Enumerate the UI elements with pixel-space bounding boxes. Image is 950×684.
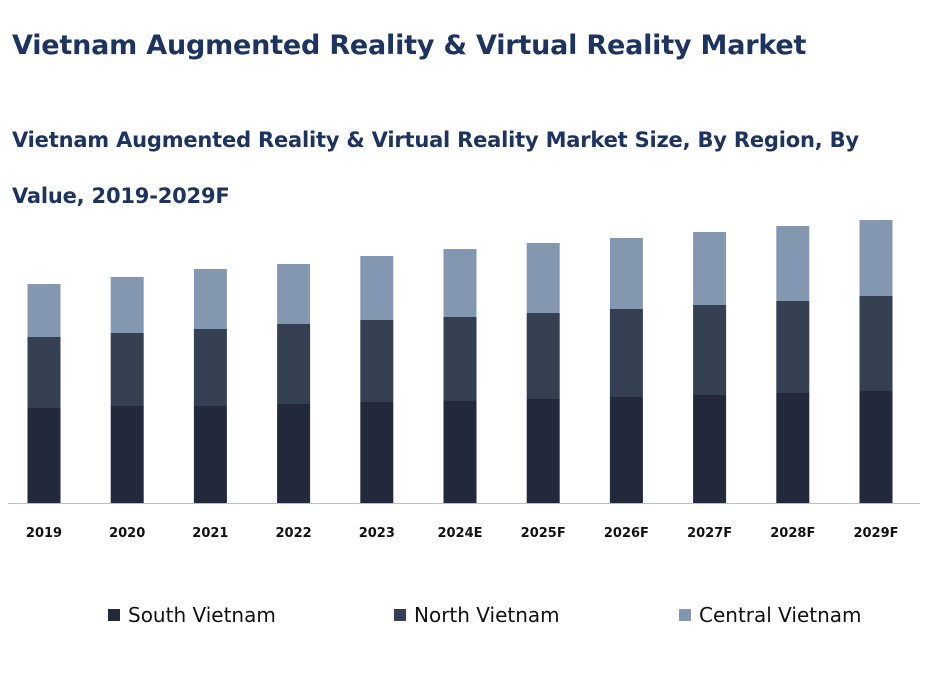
x-tick-label-2027f: 2027F — [687, 526, 732, 541]
legend-item-south-vietnam: South Vietnam — [108, 603, 276, 627]
bar-central-vietnam-2022 — [277, 264, 311, 324]
page-title: Vietnam Augmented Reality & Virtual Real… — [12, 30, 807, 61]
bar-south-vietnam-2022 — [277, 404, 311, 503]
bar-north-vietnam-2028f — [776, 301, 810, 393]
bar-north-vietnam-2024e — [443, 317, 477, 401]
legend-label-central-vietnam: Central Vietnam — [699, 603, 862, 627]
bar-north-vietnam-2023 — [360, 320, 394, 402]
bar-central-vietnam-2023 — [360, 256, 394, 320]
bar-south-vietnam-2029f — [859, 391, 893, 503]
bar-north-vietnam-2021 — [193, 329, 227, 406]
bar-south-vietnam-2020 — [110, 406, 144, 503]
x-tick-label-2021: 2021 — [192, 526, 228, 541]
bars-group — [27, 220, 893, 503]
legend-item-north-vietnam: North Vietnam — [394, 603, 560, 627]
bar-central-vietnam-2026f — [609, 238, 643, 309]
x-tick-label-2029f: 2029F — [853, 526, 898, 541]
legend-label-north-vietnam: North Vietnam — [414, 603, 560, 627]
bar-north-vietnam-2022 — [277, 324, 311, 404]
x-tick-label-2025f: 2025F — [521, 526, 566, 541]
bar-south-vietnam-2023 — [360, 402, 394, 503]
x-tick-label-2019: 2019 — [26, 526, 62, 541]
stacked-bar-chart: 2019 2020 2021 2022 2023 2024E 2025F 2026F 2027F… — [8, 220, 920, 541]
bar-central-vietnam-2025f — [526, 243, 560, 313]
bar-south-vietnam-2026f — [609, 397, 643, 503]
x-tick-label-2024e: 2024E — [437, 526, 482, 541]
x-tick-label-2028f: 2028F — [770, 526, 815, 541]
bar-north-vietnam-2025f — [526, 313, 560, 399]
bar-central-vietnam-2019 — [27, 284, 61, 337]
x-tick-label-2020: 2020 — [109, 526, 145, 541]
bar-south-vietnam-2027f — [693, 395, 727, 503]
bar-south-vietnam-2025f — [526, 399, 560, 503]
bar-south-vietnam-2024e — [443, 401, 477, 503]
chart-title: Vietnam Augmented Reality & Virtual Real… — [12, 128, 859, 208]
legend-swatch-central-vietnam — [679, 609, 691, 621]
legend-item-central-vietnam: Central Vietnam — [679, 603, 862, 627]
bar-central-vietnam-2021 — [193, 269, 227, 329]
x-tick-label-2026f: 2026F — [604, 526, 649, 541]
x-tick-label-2022: 2022 — [276, 526, 312, 541]
bar-central-vietnam-2029f — [859, 220, 893, 296]
legend-swatch-south-vietnam — [108, 609, 120, 621]
legend-label-south-vietnam: South Vietnam — [128, 603, 276, 627]
x-tick-label-2023: 2023 — [359, 526, 395, 541]
bar-north-vietnam-2027f — [693, 305, 727, 395]
bar-south-vietnam-2019 — [27, 408, 61, 503]
bar-central-vietnam-2020 — [110, 277, 144, 333]
bar-central-vietnam-2028f — [776, 226, 810, 301]
bar-central-vietnam-2027f — [693, 232, 727, 305]
legend-swatch-north-vietnam — [394, 609, 406, 621]
x-axis-ticks: 2019 2020 2021 2022 2023 2024E 2025F 2026F 2027F… — [26, 526, 899, 541]
bar-central-vietnam-2024e — [443, 249, 477, 317]
bar-north-vietnam-2019 — [27, 337, 61, 408]
bar-north-vietnam-2029f — [859, 296, 893, 391]
bar-south-vietnam-2028f — [776, 393, 810, 503]
bar-north-vietnam-2026f — [609, 309, 643, 397]
bar-north-vietnam-2020 — [110, 333, 144, 406]
legend: South Vietnam North Vietnam Central Viet… — [0, 603, 950, 637]
bar-south-vietnam-2021 — [193, 406, 227, 503]
